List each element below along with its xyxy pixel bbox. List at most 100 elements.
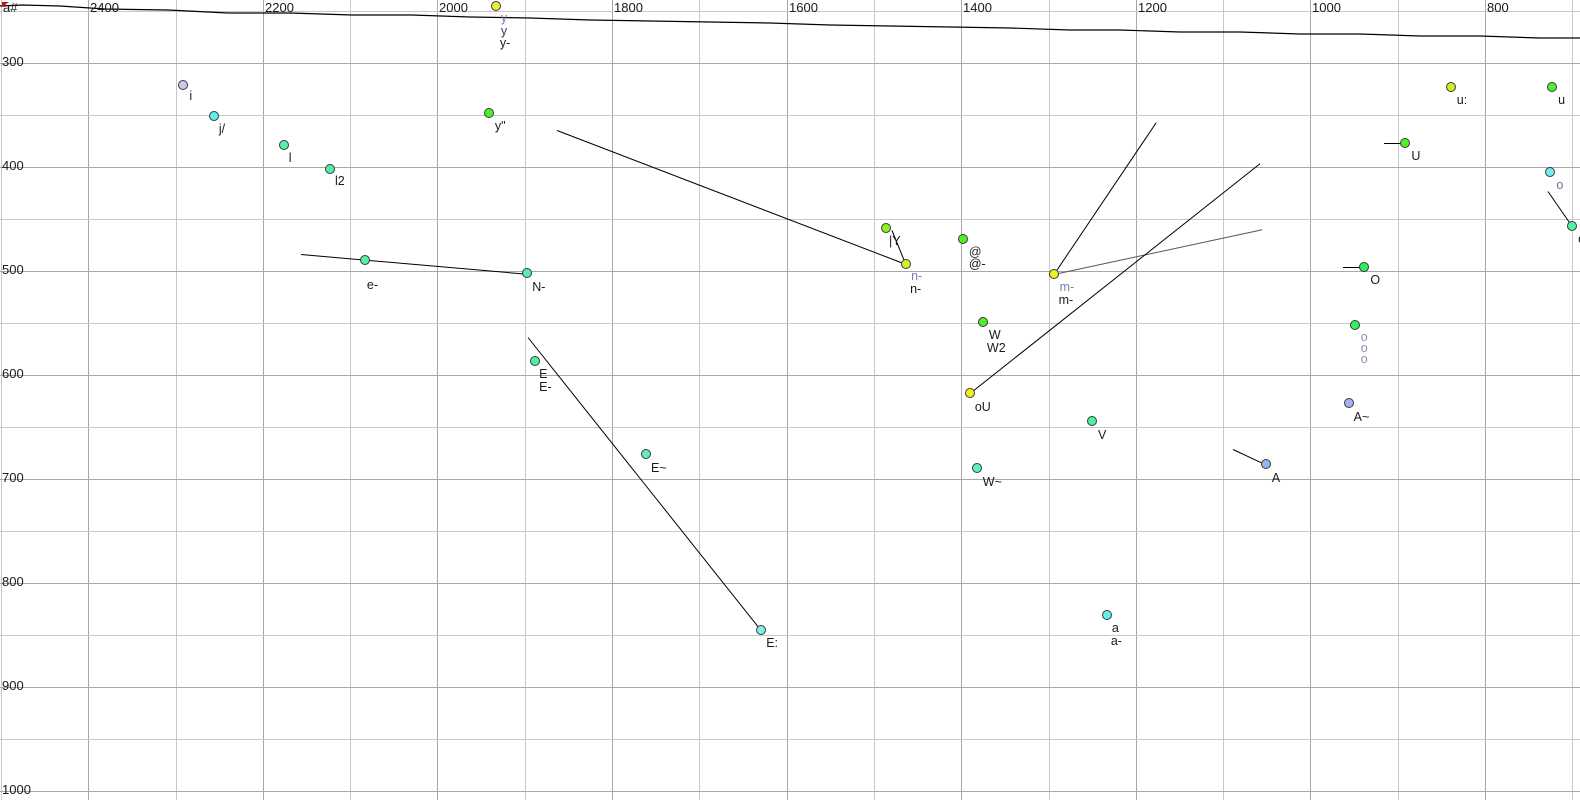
data-point-label-o: o — [1360, 352, 1368, 367]
seg-m-up-steep — [1053, 122, 1157, 276]
gridline-vertical-1800 — [611, 0, 613, 800]
data-point-A[interactable] — [1260, 459, 1271, 470]
gridline-horizontal-500 — [0, 270, 1580, 272]
data-point-label-u: u — [1558, 93, 1566, 108]
data-point-label-o: o — [1360, 341, 1368, 356]
data-point-V[interactable] — [1087, 415, 1098, 426]
xtick-label-800: 800 — [1487, 0, 1509, 15]
xtick-label-2000: 2000 — [439, 0, 468, 15]
gridline-vertical-1400 — [960, 0, 962, 800]
data-point-label-@: @ — [968, 244, 982, 259]
seg-E-long — [527, 336, 762, 631]
ytick-label-1000: 1000 — [2, 782, 31, 797]
data-point-W~[interactable] — [971, 462, 982, 473]
data-point-label-O: O — [1370, 273, 1381, 287]
data-point-label-m-: m- — [1059, 280, 1075, 295]
data-point-W[interactable] — [977, 317, 988, 328]
gridline-vertical-900 — [1397, 0, 1399, 800]
gridline-horizontal-900 — [0, 686, 1580, 688]
data-point-label-E:: E: — [766, 635, 778, 650]
ytick-label-300: 300 — [2, 54, 24, 69]
xtick-label-2200: 2200 — [265, 0, 294, 15]
data-point-U[interactable] — [1400, 138, 1411, 149]
data-point-u:[interactable] — [1445, 82, 1456, 93]
gridline-vertical-1000 — [1309, 0, 1311, 800]
gridline-vertical-1900 — [524, 0, 526, 800]
data-point-label-N-: N- — [532, 280, 546, 295]
data-point-|Y[interactable] — [881, 222, 892, 233]
seg-oU-up — [969, 163, 1260, 394]
data-point-o[interactable] — [1545, 167, 1556, 178]
data-point-label-y-: y- — [499, 36, 511, 51]
data-point-label-A: A — [1271, 471, 1281, 486]
seg-O-horizontal — [1342, 267, 1365, 268]
gridline-horizontal-750 — [0, 530, 1580, 532]
gridline-vertical-2100 — [349, 0, 351, 800]
gridline-horizontal-250 — [0, 10, 1580, 12]
gridline-vertical-2300 — [175, 0, 177, 800]
data-point-E~[interactable] — [640, 449, 651, 460]
data-point-label-u:: u: — [1456, 93, 1468, 108]
data-point-label-y: y — [500, 11, 508, 26]
data-point-l2[interactable] — [324, 164, 335, 175]
gridline-vertical-1200 — [1135, 0, 1137, 800]
gridline-vertical-2000 — [436, 0, 438, 800]
data-point-l[interactable] — [278, 140, 289, 151]
gridline-horizontal-350 — [0, 114, 1580, 116]
data-point-m-[interactable] — [1048, 269, 1059, 280]
seg-m-up-shallow — [1053, 229, 1262, 276]
data-point-O[interactable] — [1359, 262, 1370, 272]
data-point-label-V: V — [1098, 427, 1107, 442]
seg-U-horizontal — [1383, 143, 1406, 145]
data-point-oU[interactable] — [964, 387, 975, 398]
data-point-label-U: U — [1411, 149, 1421, 164]
gridline-horizontal-950 — [0, 738, 1580, 740]
xtick-label-2400: 2400 — [90, 0, 119, 15]
data-point-label-y: y — [500, 24, 508, 39]
data-point-label-W: W — [988, 328, 1001, 343]
data-point-e-[interactable] — [359, 254, 370, 265]
data-point-a[interactable] — [1101, 610, 1112, 621]
data-point-label-o: o — [1360, 330, 1368, 345]
gridline-horizontal-650 — [0, 426, 1580, 428]
data-point-j/[interactable] — [208, 111, 219, 122]
red-caret — [2, 2, 9, 7]
data-point-label-e-: e- — [366, 277, 378, 292]
data-point-label-o: o — [1556, 178, 1564, 193]
data-point-label-|Y: |Y — [889, 233, 901, 248]
gridline-horizontal-850 — [0, 634, 1580, 636]
data-point-o[interactable] — [1567, 221, 1578, 232]
xtick-label-1000: 1000 — [1312, 0, 1341, 15]
data-point-label-i: i — [189, 89, 193, 104]
data-point-label-j/: j/ — [218, 122, 226, 137]
data-point-E[interactable] — [530, 355, 541, 366]
data-point-y[interactable] — [490, 1, 501, 12]
data-point-N-[interactable] — [522, 268, 533, 279]
data-point-A~[interactable] — [1343, 398, 1354, 409]
data-point-label-a-: a- — [1110, 634, 1122, 649]
gridline-vertical-1100 — [1222, 0, 1224, 800]
data-point-n-[interactable] — [901, 258, 912, 269]
gridline-horizontal-800 — [0, 582, 1580, 584]
gridline-vertical-700 — [1571, 0, 1573, 800]
data-point-@[interactable] — [957, 233, 968, 244]
data-point-u[interactable] — [1547, 82, 1558, 93]
seg-nw-diagonal — [556, 129, 907, 265]
continuum-trace — [0, 4, 1580, 39]
gridline-horizontal-700 — [0, 478, 1580, 480]
gridline-horizontal-550 — [0, 322, 1580, 324]
data-point-label-oU: oU — [974, 399, 991, 414]
data-point-i[interactable] — [178, 80, 189, 91]
data-point-E:[interactable] — [756, 624, 767, 635]
data-point-label-l2: l2 — [334, 174, 345, 189]
data-point-label-n-: n- — [910, 281, 922, 296]
xtick-label-1600: 1600 — [789, 0, 818, 15]
ytick-label-400: 400 — [2, 158, 24, 173]
axis-corner-label: a# — [3, 0, 18, 15]
data-point-y"[interactable] — [483, 108, 494, 119]
data-point-o[interactable] — [1349, 320, 1360, 331]
data-point-label-E~: E~ — [650, 461, 667, 476]
data-point-label-W~: W~ — [982, 474, 1002, 489]
